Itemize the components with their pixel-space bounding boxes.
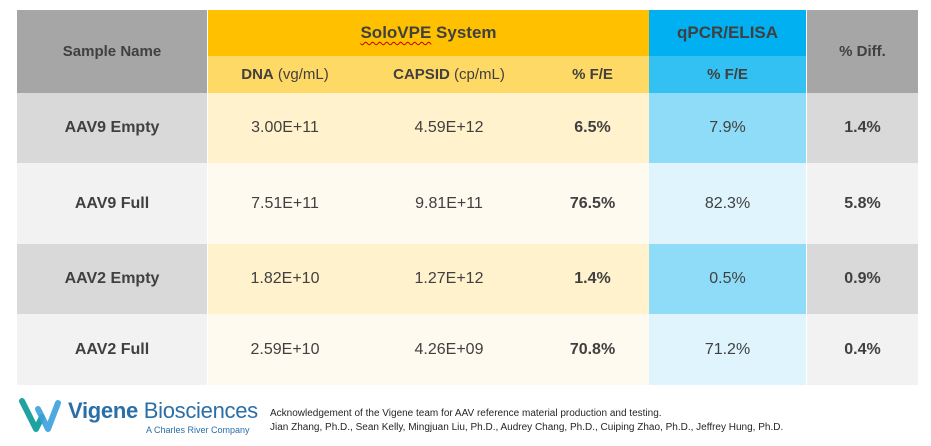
qpcr-subheader: % F/E — [649, 56, 806, 93]
table-row: AAV2 Full 2.59E+10 4.26E+09 70.8% 71.2% … — [17, 314, 918, 385]
cell-dna: 7.51E+11 — [208, 163, 362, 244]
qpcr-title: qPCR/ELISA — [649, 10, 806, 56]
comparison-table: Sample Name SoloVPE System DNA (vg/mL) C… — [17, 10, 918, 385]
cell-fe-solo: 70.8% — [536, 314, 649, 385]
cell-percent-diff: 1.4% — [806, 93, 918, 163]
cell-capsid: 4.26E+09 — [362, 314, 536, 385]
cell-percent-diff: 5.8% — [806, 163, 918, 244]
ack-line-1: Acknowledgement of the Vigene team for A… — [270, 408, 662, 419]
cell-percent-diff: 0.4% — [806, 314, 918, 385]
cell-dna: 2.59E+10 — [208, 314, 362, 385]
vigene-logo-icon — [19, 398, 61, 432]
cell-percent-diff: 0.9% — [806, 244, 918, 314]
logo-name-bold: Vigene — [68, 398, 138, 423]
header-percent-diff: % Diff. — [806, 10, 918, 93]
header-capsid-unit: (cp/mL) — [449, 66, 505, 83]
header-capsid: CAPSID (cp/mL) — [362, 66, 536, 83]
cell-fe-qpcr: 71.2% — [649, 314, 806, 385]
header-fe-qpcr: % F/E — [707, 66, 748, 83]
solovpe-subheader: DNA (vg/mL) CAPSID (cp/mL) % F/E — [208, 56, 649, 93]
logo-name-rest: Biosciences — [137, 398, 258, 423]
solovpe-title: SoloVPE System — [208, 10, 649, 56]
table-row: AAV9 Empty 3.00E+11 4.59E+12 6.5% 7.9% 1… — [17, 93, 918, 163]
cell-capsid: 4.59E+12 — [362, 93, 536, 163]
header-dna-unit: (vg/mL) — [273, 66, 329, 83]
vigene-logo: Vigene Biosciences A Charles River Compa… — [18, 393, 258, 443]
qpcr-group: qPCR/ELISA % F/E — [649, 10, 806, 93]
cell-fe-qpcr: 82.3% — [649, 163, 806, 244]
ack-line-2: Jian Zhang, Ph.D., Sean Kelly, Mingjuan … — [270, 422, 784, 433]
cell-capsid: 9.81E+11 — [362, 163, 536, 244]
header-capsid-label: CAPSID — [393, 66, 450, 83]
cell-dna: 3.00E+11 — [208, 93, 362, 163]
header-dna-label: DNA — [241, 66, 274, 83]
solovpe-title-brand: SoloVPE — [360, 23, 432, 42]
cell-sample-name: AAV2 Empty — [17, 244, 208, 314]
logo-tagline: A Charles River Company — [146, 425, 250, 435]
header-fe-solo-label: % F/E — [572, 66, 613, 83]
header-fe-solo: % F/E — [536, 66, 649, 83]
table-header: Sample Name SoloVPE System DNA (vg/mL) C… — [17, 10, 918, 93]
cell-sample-name: AAV9 Full — [17, 163, 208, 244]
cell-sample-name: AAV9 Empty — [17, 93, 208, 163]
solovpe-group: SoloVPE System DNA (vg/mL) CAPSID (cp/mL… — [208, 10, 649, 93]
cell-capsid: 1.27E+12 — [362, 244, 536, 314]
solovpe-title-rest: System — [431, 23, 497, 42]
acknowledgement: Acknowledgement of the Vigene team for A… — [270, 407, 783, 435]
cell-fe-qpcr: 0.5% — [649, 244, 806, 314]
footer: Vigene Biosciences A Charles River Compa… — [18, 393, 918, 443]
cell-fe-solo: 1.4% — [536, 244, 649, 314]
logo-wordmark: Vigene Biosciences — [68, 398, 258, 424]
cell-fe-solo: 76.5% — [536, 163, 649, 244]
cell-fe-solo: 6.5% — [536, 93, 649, 163]
header-sample-name: Sample Name — [17, 10, 208, 93]
table-row: AAV9 Full 7.51E+11 9.81E+11 76.5% 82.3% … — [17, 163, 918, 244]
table-row: AAV2 Empty 1.82E+10 1.27E+12 1.4% 0.5% 0… — [17, 244, 918, 314]
cell-dna: 1.82E+10 — [208, 244, 362, 314]
header-dna: DNA (vg/mL) — [208, 66, 362, 83]
cell-sample-name: AAV2 Full — [17, 314, 208, 385]
cell-fe-qpcr: 7.9% — [649, 93, 806, 163]
